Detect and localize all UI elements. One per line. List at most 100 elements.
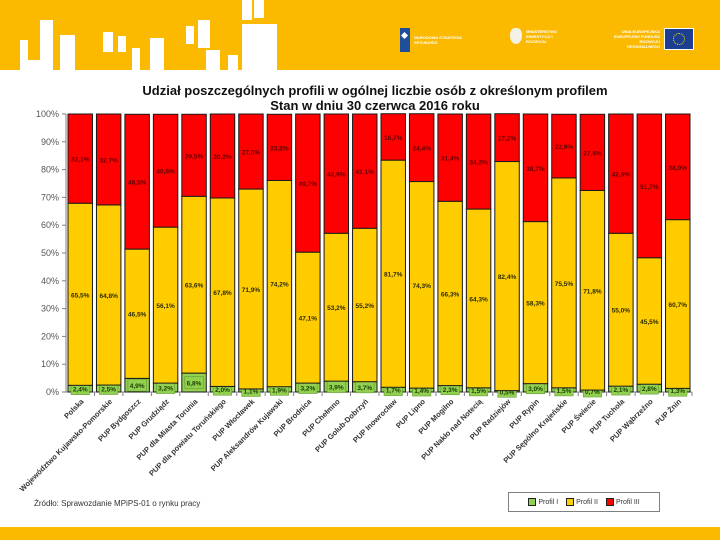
bar-segment-profil-ii xyxy=(152,226,179,384)
nss-emblem-icon xyxy=(400,28,410,52)
y-tick-label: 90% xyxy=(41,137,59,147)
data-label: 2,1% xyxy=(613,387,628,394)
bar-segment-profil-ii xyxy=(494,161,520,392)
legend-label: Profil III xyxy=(615,498,640,506)
chart-subtitle: Stan w dniu 30 czerwca 2016 roku xyxy=(270,98,480,113)
data-label: 41,1% xyxy=(356,169,375,176)
decor-block xyxy=(228,55,238,70)
data-label-box xyxy=(127,378,147,392)
legend-swatch-profil-3 xyxy=(605,498,614,506)
bar-segment-profil-ii xyxy=(608,232,634,387)
data-label: 63,6% xyxy=(185,283,204,290)
decor-block xyxy=(242,24,277,70)
data-label: 71,9% xyxy=(242,287,261,294)
data-label: 27,4% xyxy=(583,150,602,157)
data-label: 31,4% xyxy=(441,156,460,163)
data-label: 58,3% xyxy=(526,301,545,308)
data-label: 1,9% xyxy=(272,387,287,394)
data-label: 2,3% xyxy=(443,387,458,394)
y-tick-label: 70% xyxy=(41,192,59,202)
x-tick-label: Polska xyxy=(62,396,86,420)
x-tick-label: PUP Żnin xyxy=(653,397,683,427)
bar-segment-profil-iii xyxy=(437,113,463,202)
data-label: 1,3% xyxy=(670,388,685,395)
bar-segment-profil-ii xyxy=(665,219,691,389)
data-label: 2,8% xyxy=(642,386,657,393)
data-label: 30,2% xyxy=(213,154,232,161)
data-label: 17,2% xyxy=(498,136,517,143)
bar-segment-profil-ii xyxy=(181,195,207,374)
bar-segment-profil-iii xyxy=(95,113,122,206)
data-label: 32,1% xyxy=(71,157,90,164)
y-tick-label: 10% xyxy=(41,359,59,369)
data-label: 47,1% xyxy=(299,316,318,323)
ministry-logo-text: MINISTERSTWO INWESTYCJI I ROZWOJU xyxy=(526,28,558,44)
decor-block xyxy=(20,40,28,70)
bar-segment-profil-iii xyxy=(522,113,549,223)
data-label: 64,8% xyxy=(99,293,118,300)
legend-label: Profil II xyxy=(576,498,598,506)
bar-segment-profil-iii xyxy=(380,113,406,161)
data-label: 67,8% xyxy=(213,290,232,297)
data-label: 0,5% xyxy=(500,389,515,396)
data-label: 38,7% xyxy=(526,166,545,173)
bar-segment-profil-iii xyxy=(551,113,577,179)
data-label: 42,9% xyxy=(327,172,346,179)
decor-block xyxy=(118,36,126,52)
data-label: 0,7% xyxy=(585,389,600,396)
decor-block xyxy=(20,60,50,70)
bar-segment-profil-ii xyxy=(124,248,150,379)
bar-segment-profil-iii xyxy=(295,113,321,253)
bar-segment-profil-ii xyxy=(266,179,293,388)
y-tick-label: 30% xyxy=(41,304,59,314)
data-label: 55,2% xyxy=(356,303,375,310)
y-tick-label: 20% xyxy=(41,331,59,341)
data-label: 3,2% xyxy=(158,386,173,393)
data-label: 16,7% xyxy=(384,135,403,142)
legend-swatch-profil-2 xyxy=(566,498,575,506)
data-label: 6,8% xyxy=(187,381,202,388)
data-label: 23,8% xyxy=(270,145,289,152)
data-label: 49,7% xyxy=(299,181,318,188)
data-label: 29,5% xyxy=(185,153,204,160)
data-label: 45,5% xyxy=(640,319,659,326)
bar-segment-profil-iii xyxy=(465,113,492,210)
bar-segment-profil-iii xyxy=(124,113,150,250)
data-label: 40,6% xyxy=(156,169,175,176)
bar-segment-profil-iii xyxy=(266,113,293,181)
legend-item-profil-1: Profil I xyxy=(528,498,558,506)
bar-segment-profil-iii xyxy=(408,113,435,183)
header-banner: NARODOWA STRATEGIA SPÓJNOŚCI MINISTERSTW… xyxy=(0,0,720,70)
data-label: 74,3% xyxy=(412,283,431,290)
nss-logo-text: NARODOWA STRATEGIA SPÓJNOŚCI xyxy=(414,35,462,45)
data-label: 51,7% xyxy=(640,184,659,191)
data-label: 71,8% xyxy=(583,288,602,295)
bar-segment-profil-iii xyxy=(579,113,606,191)
bar-segment-profil-iii xyxy=(636,113,663,259)
nss-logo: NARODOWA STRATEGIA SPÓJNOŚCI xyxy=(400,28,462,52)
bar-segment-profil-ii xyxy=(323,232,350,382)
bar-segment-profil-ii xyxy=(95,204,122,386)
data-label: 42,9% xyxy=(612,172,631,179)
bar-segment-profil-iii xyxy=(608,113,634,234)
data-label-box xyxy=(184,376,204,389)
decor-block xyxy=(132,48,140,70)
decor-block xyxy=(60,35,75,70)
data-label: 81,7% xyxy=(384,272,403,279)
y-tick-label: 80% xyxy=(41,165,59,175)
eu-logo-text: UNIA EUROPEJSKA EUROPEJSKI FUNDUSZ ROZWO… xyxy=(613,29,660,49)
bar-segment-profil-iii xyxy=(665,113,691,221)
data-label: 1,1% xyxy=(244,388,259,395)
decor-block xyxy=(242,0,252,20)
y-tick-label: 60% xyxy=(41,220,59,230)
bar-segment-profil-iii xyxy=(181,113,207,197)
data-label: 46,5% xyxy=(128,312,147,319)
legend-swatch-profil-1 xyxy=(528,498,537,506)
bar-segment-profil-ii xyxy=(636,257,663,385)
chart-title: Udział poszczególnych profili w ogólnej … xyxy=(0,83,720,113)
bar-segment-profil-ii xyxy=(238,188,264,390)
bar-segment-profil-ii xyxy=(465,208,492,389)
footer-band xyxy=(0,527,720,540)
decor-block xyxy=(198,20,210,48)
data-label: 56,1% xyxy=(156,303,175,310)
